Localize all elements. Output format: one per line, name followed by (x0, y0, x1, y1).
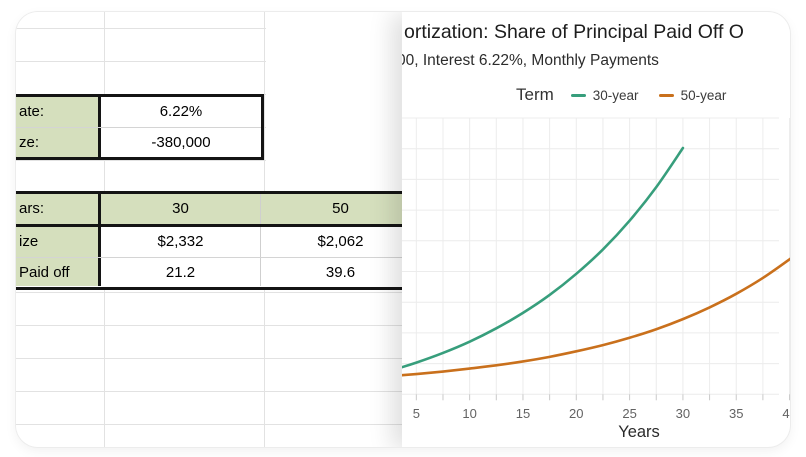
50-year-dash-icon (658, 93, 674, 97)
loan-comparison-table: ars: 30 50 ize $2,332 $2,062 Paid off 21… (16, 191, 426, 290)
svg-text:35: 35 (729, 406, 743, 421)
payment-size-label-cell[interactable]: ize (16, 227, 101, 257)
legend-item-30-year: 30-year (570, 87, 639, 103)
paid-off-30-cell[interactable]: 21.2 (101, 258, 261, 286)
svg-text:20: 20 (569, 406, 583, 421)
legend-label: 30-year (592, 87, 639, 103)
years-label-cell[interactable]: ars: (16, 194, 101, 224)
loan-size-value-cell[interactable]: -380,000 (151, 134, 211, 151)
paid-off-50-cell[interactable]: 39.6 (325, 264, 356, 281)
legend-item-50-year: 50-year (658, 87, 727, 103)
svg-text:15: 15 (516, 406, 530, 421)
svg-text:40: 40 (782, 406, 790, 421)
chart-card: ortization: Share of Principal Paid Off … (402, 12, 790, 447)
rate-value-cell[interactable]: 6.22% (159, 103, 203, 120)
amortization-line-chart: 5 10 15 20 25 30 35 40 Years (402, 117, 790, 441)
30-year-dash-icon (570, 93, 586, 97)
payment-30-cell[interactable]: $2,332 (101, 227, 261, 257)
paid-off-label-cell[interactable]: Paid off (16, 258, 101, 286)
svg-text:5: 5 (413, 406, 420, 421)
chart-legend: Term 30-year 50-year (516, 84, 746, 106)
table-row: ze: -380,000 (16, 127, 261, 157)
payment-50-cell[interactable]: $2,062 (317, 233, 364, 250)
table-row: ize $2,332 $2,062 (16, 227, 426, 257)
rate-label-cell[interactable]: ate: (16, 97, 101, 127)
svg-text:Years: Years (618, 423, 660, 441)
loan-inputs-table: ate: 6.22% ze: -380,000 (16, 94, 264, 160)
table-row: Paid off 21.2 39.6 (16, 257, 426, 286)
svg-text:25: 25 (622, 406, 636, 421)
years-30-cell[interactable]: 30 (101, 194, 261, 224)
screenshot-frame: ate: 6.22% ze: -380,000 ars: 30 50 ize $… (16, 12, 790, 447)
years-50-cell[interactable]: 50 (261, 194, 420, 224)
table-header-row: ars: 30 50 (16, 194, 426, 227)
svg-text:10: 10 (462, 406, 476, 421)
chart-subtitle: 00, Interest 6.22%, Monthly Payments (402, 52, 659, 69)
sheet-blank-area (266, 12, 426, 191)
legend-title: Term (516, 85, 554, 104)
table-row: ate: 6.22% (16, 97, 261, 127)
legend-label: 50-year (680, 87, 727, 103)
svg-text:30: 30 (676, 406, 690, 421)
chart-title: ortization: Share of Principal Paid Off … (404, 21, 744, 43)
loan-size-label-cell[interactable]: ze: (16, 128, 101, 157)
